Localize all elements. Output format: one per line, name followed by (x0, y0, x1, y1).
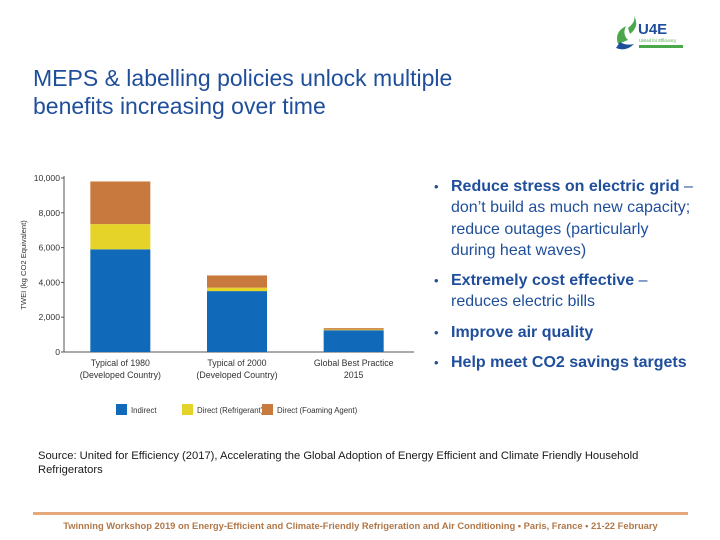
x-category-label: Typical of 1980 (91, 358, 150, 368)
y-tick-label: 4,000 (38, 277, 60, 287)
footer-text: Twinning Workshop 2019 on Energy-Efficie… (63, 520, 658, 531)
bullet-dot-icon: • (434, 179, 439, 194)
twei-stacked-bar-chart: 0 2,000 4,000 6,000 8,000 10,000 TWEI (kg CO2 … (19, 173, 414, 415)
y-axis-label: TWEI (kg CO2 Equivalent) (19, 220, 28, 310)
chart-legend: Indirect Direct (Refrigerant) Direct (Foam… (116, 404, 358, 415)
legend-label: Indirect (131, 406, 157, 415)
slide-title-line-1: MEPS & labelling policies unlock multipl… (33, 65, 453, 91)
bar-segment-refrigerant (323, 329, 384, 331)
bullet-dot-icon: • (434, 324, 439, 340)
legend-swatch-indirect (116, 404, 127, 415)
x-category-label: Global Best Practice (314, 358, 394, 368)
bar-segment-foaming (90, 181, 151, 225)
x-category-label: 2015 (344, 370, 364, 380)
bar-segment-indirect (90, 249, 151, 352)
bar-segment-indirect (323, 330, 384, 352)
slide-title-line-2: benefits increasing over time (33, 93, 326, 119)
bar-segment-foaming (323, 328, 384, 330)
benefit-item: • Improve air quality (432, 322, 694, 343)
benefit-detail-text: – don’t build as much new capacity; redu… (451, 178, 693, 259)
benefit-item: • Reduce stress on electric grid – don’t … (432, 176, 694, 261)
u4e-logo-strip (639, 45, 683, 48)
x-category-label: (Developed Country) (196, 370, 277, 380)
legend-swatch-foaming (262, 404, 273, 415)
bar-segment-indirect (207, 291, 267, 352)
bar-segment-foaming (207, 275, 267, 288)
y-tick-label: 2,000 (38, 312, 60, 322)
u4e-logo-tagline: United for Efficiency (639, 38, 677, 43)
bar-segment-refrigerant (207, 287, 267, 292)
chart-x-labels: Typical of 1980 (Developed Country) Typica… (80, 358, 394, 380)
benefit-item: • Extremely cost effective – reduces elec… (432, 270, 694, 313)
y-tick-label: 6,000 (38, 243, 60, 253)
benefit-bold-text: Improve air quality (451, 323, 594, 341)
u4e-logo-mark-icon (616, 16, 637, 50)
bullet-dot-icon: • (434, 273, 439, 289)
benefit-bold-text: Help meet CO2 savings targets (451, 354, 687, 372)
bar-segment-refrigerant (90, 224, 151, 250)
legend-swatch-refrigerant (182, 404, 193, 415)
footer-divider (33, 512, 688, 515)
bullet-dot-icon: • (434, 355, 439, 371)
y-tick-label: 8,000 (38, 208, 60, 218)
slide-title: MEPS & labelling policies unlock multipl… (33, 64, 633, 120)
x-category-label: Typical of 2000 (207, 358, 266, 368)
x-category-label: (Developed Country) (80, 370, 161, 380)
benefit-bold-text: Extremely cost effective (451, 272, 635, 290)
y-tick-label: 10,000 (34, 173, 61, 183)
y-tick-label: 0 (55, 347, 60, 357)
benefit-bold-text: Reduce stress on electric grid (451, 178, 680, 195)
legend-label: Direct (Refrigerant) (197, 406, 264, 415)
u4e-logo: U4E United for Efficiency (616, 16, 683, 50)
benefit-item: • Help meet CO2 savings targets (432, 352, 694, 373)
legend-label: Direct (Foaming Agent) (277, 406, 358, 415)
benefits-list: • Reduce stress on electric grid – don’t … (432, 176, 694, 382)
benefit-detail-text: – reduces electric bills (451, 272, 648, 311)
source-citation: Source: United for Efficiency (2017), Ac… (38, 450, 639, 476)
u4e-logo-text: U4E (638, 21, 667, 38)
chart-bars (90, 181, 384, 352)
